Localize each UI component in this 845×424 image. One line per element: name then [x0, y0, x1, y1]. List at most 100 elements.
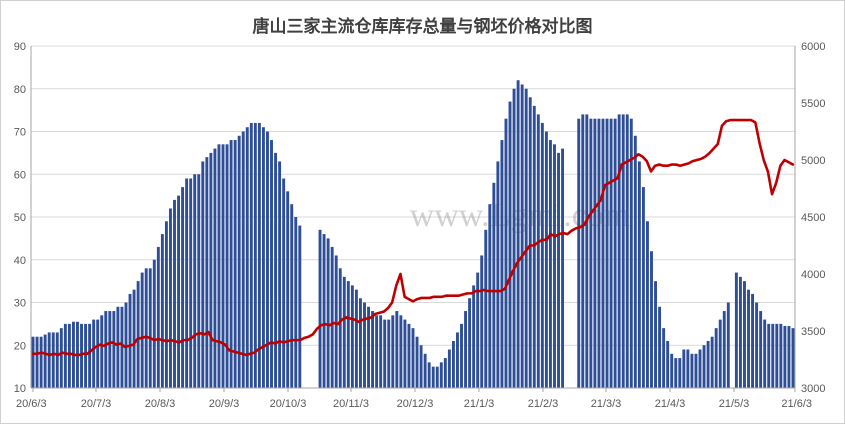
y-left-tick-label: 20: [14, 340, 26, 352]
bar: [480, 255, 484, 388]
x-tick-label: 20/10/3: [270, 398, 307, 410]
bar: [318, 229, 322, 388]
bar: [528, 97, 532, 389]
bar: [787, 326, 791, 388]
bar: [253, 122, 257, 388]
bar: [189, 178, 193, 388]
x-tick-label: 21/3/3: [591, 398, 622, 410]
bar: [488, 204, 492, 388]
bar: [375, 315, 379, 388]
bar: [654, 281, 657, 389]
bar: [500, 140, 504, 388]
bar: [177, 195, 180, 389]
bar: [472, 285, 476, 388]
bar: [338, 268, 342, 388]
x-tick-label: 20/12/3: [397, 398, 434, 410]
bar: [496, 161, 500, 388]
bar: [80, 323, 83, 389]
bar: [621, 114, 625, 389]
bar: [395, 311, 399, 388]
bar: [152, 259, 156, 388]
bar: [128, 293, 132, 388]
bar: [443, 358, 447, 388]
bar: [512, 88, 516, 388]
bar: [326, 238, 330, 389]
bar: [245, 127, 249, 388]
bar: [419, 345, 423, 388]
bar: [213, 148, 217, 388]
bar: [629, 118, 633, 389]
bar: [524, 88, 528, 388]
axes: [30, 46, 796, 392]
bar: [767, 323, 771, 389]
bar: [391, 315, 395, 388]
tick-labels: 10 20 30 40 50 60 70 80 90 3000 3500 4000 4500 5000 55…: [14, 41, 826, 410]
bar: [31, 336, 35, 388]
bar: [257, 122, 261, 388]
bar: [144, 268, 148, 388]
bar: [266, 131, 269, 388]
x-tick-label: 21/1/3: [464, 398, 495, 410]
bar: [399, 315, 403, 388]
bar: [298, 225, 302, 388]
bar: [136, 281, 140, 389]
y-left-tick-label: 80: [14, 84, 26, 96]
bar: [435, 366, 439, 389]
price-line-series: [31, 118, 795, 357]
bar: [132, 289, 136, 388]
bar: [350, 285, 354, 388]
y-left-tick-label: 50: [14, 212, 26, 224]
bar: [536, 114, 540, 389]
bar: [597, 118, 601, 389]
bar: [282, 178, 286, 388]
bar: [650, 251, 653, 388]
bar: [702, 345, 706, 388]
bar: [641, 187, 645, 388]
bar: [585, 114, 589, 389]
bar: [431, 366, 435, 389]
bar: [670, 353, 674, 388]
watermark-text: www.Lgmi.com: [410, 197, 631, 234]
bar: [686, 349, 690, 388]
bar: [63, 323, 67, 389]
bar: [116, 306, 120, 388]
bar: [690, 353, 694, 388]
x-tick-label: 21/2/3: [528, 398, 559, 410]
bar: [504, 118, 508, 389]
bar: [775, 323, 779, 389]
bar: [407, 323, 411, 389]
x-tick-label: 20/7/3: [81, 398, 112, 410]
bar: [589, 118, 593, 389]
x-tick-label: 20/9/3: [209, 398, 240, 410]
bar: [520, 84, 524, 388]
bar: [548, 140, 552, 388]
bar: [354, 289, 358, 388]
y-right-tick-label: 4000: [801, 269, 825, 281]
y-left-tick-label: 40: [14, 255, 26, 267]
bar: [710, 336, 714, 388]
x-tick-label: 20/11/3: [333, 398, 369, 410]
y-left-tick-label: 90: [14, 41, 26, 53]
bar: [532, 105, 536, 388]
bar: [181, 187, 185, 388]
bar: [747, 289, 750, 388]
bar: [726, 302, 730, 388]
bar: [197, 174, 201, 388]
bar: [609, 118, 613, 389]
bar: [755, 302, 759, 388]
bar: [637, 161, 641, 388]
bar: [51, 332, 55, 388]
bar: [322, 234, 326, 388]
bar: [593, 118, 597, 389]
bar: [367, 306, 370, 388]
y-right-tick-label: 5000: [801, 155, 825, 167]
bar: [783, 326, 787, 388]
bar: [160, 234, 164, 388]
bar: [84, 323, 88, 389]
bar: [617, 114, 621, 389]
y-right-tick-label: 5500: [801, 98, 825, 110]
y-left-tick-label: 60: [14, 169, 26, 181]
bar: [694, 353, 698, 388]
bar: [261, 127, 265, 388]
